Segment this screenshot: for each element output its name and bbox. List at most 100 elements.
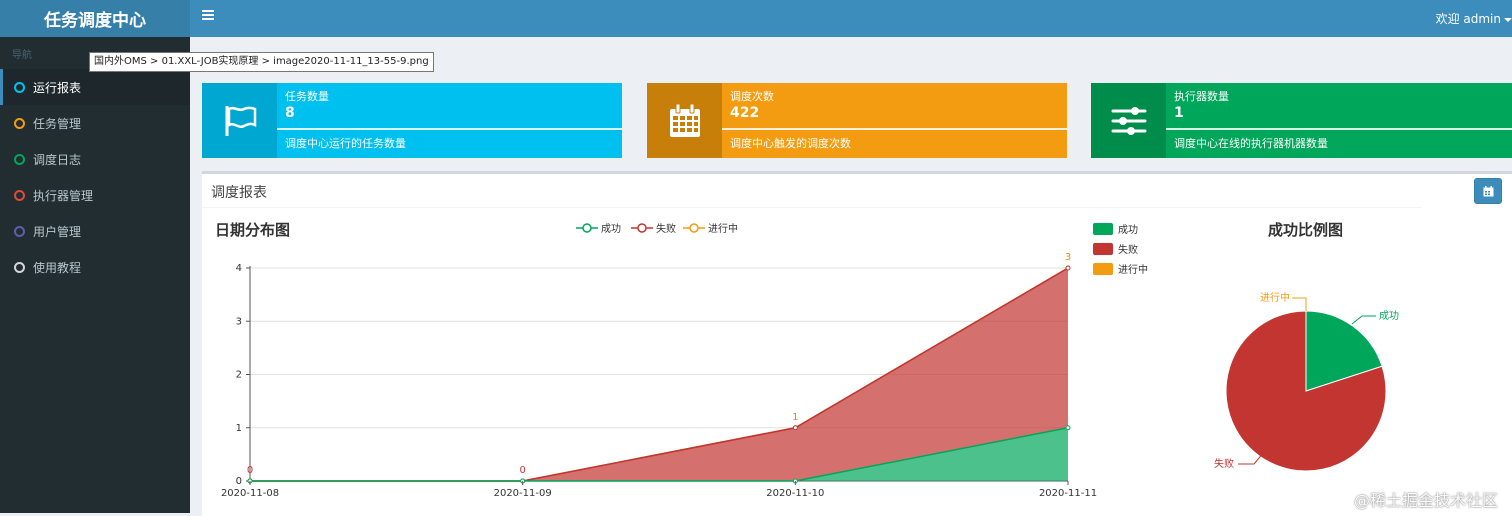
sidebar-item-4[interactable]: 用户管理: [0, 213, 190, 249]
info-box-executors: 执行器数量 1 调度中心在线的执行器机器数量: [1091, 83, 1512, 158]
calendar-icon: [1483, 185, 1493, 196]
sidebar-item-label: 执行器管理: [33, 188, 94, 203]
sidebar-item-label: 任务管理: [33, 116, 82, 131]
legend-marker-icon: [576, 222, 598, 233]
y-tick-label: 0: [236, 476, 242, 487]
y-tick-label: 3: [236, 316, 242, 327]
sidebar-item-label: 使用教程: [33, 260, 82, 275]
sidebar-item-2[interactable]: 调度日志: [0, 141, 190, 177]
sidebar-item-1[interactable]: 任务管理: [0, 105, 190, 141]
circle-icon: [14, 81, 25, 93]
x-tick-label: 2020-11-08: [221, 488, 279, 499]
calendar-icon: [669, 103, 700, 137]
data-label: 3: [1065, 252, 1071, 263]
app-title: 任务调度中心: [44, 11, 146, 31]
data-point: [1065, 265, 1071, 271]
line-chart-title: 日期分布图: [215, 221, 291, 239]
sidebar-item-label: 用户管理: [33, 224, 82, 239]
info-box-number: 8: [285, 105, 295, 121]
date-range-button[interactable]: [1474, 178, 1502, 204]
info-box-icon-bg: [647, 83, 722, 158]
progress-bar: [1166, 128, 1512, 130]
sidebar-item-label: 运行报表: [33, 80, 82, 95]
info-box-schedules: 调度次数 422 调度中心触发的调度次数: [647, 83, 1067, 158]
legend-label: 成功: [1118, 225, 1138, 236]
nav-header: 导航: [12, 50, 32, 61]
watermark: @稀土掘金技术社区: [1353, 491, 1498, 510]
circle-icon: [14, 117, 25, 129]
legend-item-right[interactable]: 成功: [1093, 221, 1138, 236]
sliders-icon: [1111, 106, 1146, 135]
user-menu[interactable]: 欢迎 admin: [1436, 10, 1512, 27]
info-box-number: 422: [730, 105, 760, 121]
pie-chart-title: 成功比例图: [1268, 221, 1344, 239]
data-label: 0: [247, 465, 253, 476]
y-tick-label: 4: [236, 263, 242, 274]
legend-swatch: [1093, 242, 1113, 255]
info-box-title: 任务数量: [285, 90, 329, 103]
sidebar-item-3[interactable]: 执行器管理: [0, 177, 190, 213]
legend-item-top[interactable]: 失败: [631, 220, 676, 235]
y-tick-label: 2: [236, 370, 242, 381]
legend-item-right[interactable]: 失败: [1093, 241, 1138, 256]
circle-icon: [14, 189, 25, 201]
pie-leader-line: [1292, 297, 1307, 311]
info-box-desc: 调度中心触发的调度次数: [730, 137, 851, 150]
circle-icon: [14, 153, 25, 165]
info-box-icon-bg: [1091, 83, 1166, 158]
legend-item-top[interactable]: 进行中: [683, 220, 738, 235]
legend-item-right[interactable]: 进行中: [1093, 261, 1148, 276]
circle-icon: [14, 225, 25, 237]
sidebar: 任务调度中心 导航 运行报表任务管理调度日志执行器管理用户管理使用教程: [0, 0, 190, 513]
info-box-title: 执行器数量: [1174, 90, 1229, 103]
welcome-text: 欢迎 admin: [1435, 12, 1501, 26]
y-tick-label: 1: [236, 423, 242, 434]
legend-label: 失败: [656, 224, 676, 235]
data-label: 1: [792, 412, 798, 423]
x-tick-label: 2020-11-11: [1039, 488, 1097, 499]
progress-bar: [277, 128, 622, 130]
info-box-number: 1: [1174, 105, 1184, 121]
info-box-desc: 调度中心运行的任务数量: [285, 137, 406, 150]
info-box-icon-bg: [202, 83, 277, 158]
breadcrumb-tooltip: 国内外OMS > 01.XXL-JOB实现原理 > image2020-11-1…: [89, 52, 434, 72]
pie-label: 成功: [1379, 310, 1399, 322]
legend-item-top[interactable]: 成功: [576, 220, 621, 235]
pie-label: 失败: [1214, 457, 1234, 470]
pie-slice-失败: [1225, 310, 1387, 472]
pie-slice-成功: [1305, 310, 1383, 392]
sidebar-item-0[interactable]: 运行报表: [0, 69, 190, 105]
sidebar-item-5[interactable]: 使用教程: [0, 249, 190, 285]
sidebar-item-label: 调度日志: [33, 152, 82, 167]
series-line-成功: [250, 427, 1069, 482]
legend-marker-icon: [631, 222, 653, 233]
data-point: [1065, 425, 1071, 431]
area-失败: [250, 268, 1068, 481]
pie-label: 进行中: [1260, 291, 1290, 304]
top-header: 欢迎 admin: [190, 0, 1512, 37]
divider: [202, 207, 1422, 208]
legend-swatch: [1093, 222, 1113, 235]
circle-icon: [14, 261, 25, 273]
data-point: [792, 425, 798, 431]
legend-label: 失败: [1118, 245, 1138, 256]
legend-label: 成功: [601, 224, 621, 235]
app-logo[interactable]: 任务调度中心: [0, 0, 190, 37]
pie-leader-line: [1351, 315, 1376, 325]
menu-toggle-icon[interactable]: [202, 10, 214, 22]
x-tick-label: 2020-11-09: [494, 488, 552, 499]
info-box-title: 调度次数: [730, 90, 774, 103]
info-box-tasks: 任务数量 8 调度中心运行的任务数量: [202, 83, 622, 158]
data-label: 0: [519, 465, 525, 476]
legend-label: 进行中: [708, 224, 738, 235]
flag-icon: [225, 105, 256, 136]
report-panel: 调度报表 日期分布图 成功 失败 进行中 0 1 2 3 4 0 0 1 3 2020-11-08 20…: [202, 171, 1512, 516]
pie-leader-line: [1238, 451, 1265, 465]
report-title: 调度报表: [211, 185, 267, 201]
x-tick-label: 2020-11-10: [766, 488, 824, 499]
caret-down-icon: [1504, 17, 1512, 22]
legend-swatch: [1093, 262, 1113, 275]
legend-marker-icon: [683, 222, 705, 233]
info-box-desc: 调度中心在线的执行器机器数量: [1174, 137, 1328, 150]
